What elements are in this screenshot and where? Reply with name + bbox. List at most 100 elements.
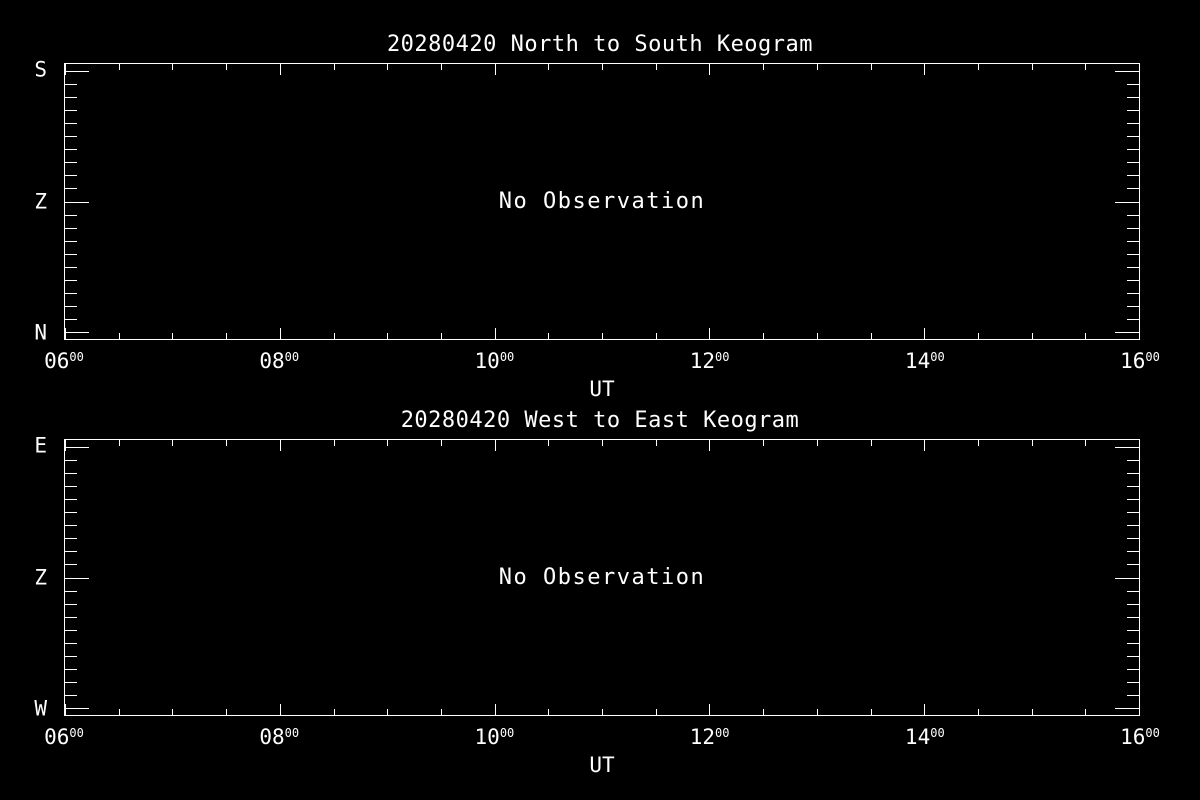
y-minor-tick xyxy=(65,603,77,605)
y-major-tick xyxy=(1115,71,1139,72)
x-major-tick xyxy=(279,328,281,339)
y-minor-tick xyxy=(65,318,77,320)
x-major-tick xyxy=(924,328,926,339)
y-minor-tick xyxy=(1127,551,1139,553)
x-major-tick xyxy=(1139,440,1140,451)
y-minor-tick xyxy=(65,123,77,125)
x-major-tick xyxy=(924,704,926,715)
x-minor-tick xyxy=(548,333,550,339)
y-minor-tick xyxy=(1127,123,1139,125)
x-minor-tick xyxy=(816,333,818,339)
y-minor-tick xyxy=(1127,525,1139,527)
y-major-tick xyxy=(1115,332,1139,333)
x-tick-label: 1400 xyxy=(905,725,945,749)
y-major-tick xyxy=(65,577,89,579)
x-minor-tick xyxy=(1031,440,1033,446)
x-minor-tick xyxy=(333,709,335,715)
x-minor-tick xyxy=(655,333,657,339)
x-minor-tick xyxy=(1085,440,1087,446)
x-tick-label-hour: 10 xyxy=(474,725,500,749)
y-minor-tick xyxy=(65,162,77,164)
y-minor-tick xyxy=(65,486,77,488)
y-major-tick xyxy=(65,71,89,72)
y-minor-tick xyxy=(65,629,77,631)
x-minor-tick xyxy=(172,709,174,715)
x-minor-tick xyxy=(1085,333,1087,339)
y-tick-label: S xyxy=(34,57,47,82)
x-major-tick xyxy=(494,440,496,451)
x-minor-tick xyxy=(870,64,872,70)
x-minor-tick xyxy=(655,440,657,446)
y-minor-tick xyxy=(65,136,77,138)
x-tick-label-minutes: 00 xyxy=(1145,350,1160,364)
y-minor-tick xyxy=(65,668,77,670)
x-tick-label: 1000 xyxy=(475,349,515,373)
y-minor-tick xyxy=(65,564,77,566)
y-minor-tick xyxy=(65,279,77,281)
y-minor-tick xyxy=(65,512,77,514)
y-major-tick xyxy=(1115,577,1139,579)
y-minor-tick xyxy=(65,590,77,592)
x-minor-tick xyxy=(548,64,550,70)
y-major-tick xyxy=(65,201,89,203)
y-minor-tick xyxy=(65,694,77,696)
x-tick-label: 0800 xyxy=(259,725,299,749)
y-minor-tick xyxy=(65,253,77,255)
x-minor-tick xyxy=(548,709,550,715)
west-east-keogram-plot: 20280420 West to East Keogram No Observa… xyxy=(0,376,1200,777)
x-tick-label-hour: 16 xyxy=(1120,725,1146,749)
x-minor-tick xyxy=(816,440,818,446)
y-major-tick xyxy=(65,447,89,448)
y-minor-tick xyxy=(1127,136,1139,138)
x-tick-label: 0600 xyxy=(44,725,84,749)
y-minor-tick xyxy=(1127,253,1139,255)
y-minor-tick xyxy=(65,227,77,229)
x-minor-tick xyxy=(226,333,228,339)
x-major-tick xyxy=(279,704,281,715)
x-major-tick xyxy=(494,328,496,339)
x-minor-tick xyxy=(1031,64,1033,70)
y-minor-tick xyxy=(1127,84,1139,86)
no-observation-text: No Observation xyxy=(498,189,706,214)
y-minor-tick xyxy=(1127,616,1139,618)
x-minor-tick xyxy=(602,333,603,339)
x-tick-label-hour: 12 xyxy=(689,725,716,749)
x-minor-tick xyxy=(977,440,979,446)
x-tick-label: 0800 xyxy=(259,349,299,373)
x-major-tick xyxy=(709,704,711,715)
x-tick-label-minutes: 00 xyxy=(930,726,945,740)
x-minor-tick xyxy=(870,440,872,446)
x-axis-tick-labels: 0600 0800 1000 1200 1400 1600 xyxy=(44,725,1160,753)
plot-title: 20280420 West to East Keogram xyxy=(400,408,800,433)
x-minor-tick xyxy=(816,709,818,715)
x-minor-tick xyxy=(118,333,120,339)
x-minor-tick xyxy=(118,440,120,446)
x-minor-tick xyxy=(172,440,174,446)
y-minor-tick xyxy=(1127,668,1139,670)
x-minor-tick xyxy=(548,440,550,446)
x-minor-tick xyxy=(172,64,174,70)
y-minor-tick xyxy=(65,305,77,307)
y-minor-tick xyxy=(65,188,77,190)
y-minor-tick xyxy=(65,681,77,683)
y-minor-tick xyxy=(1127,486,1139,488)
x-tick-label-hour: 08 xyxy=(259,349,285,373)
y-major-tick xyxy=(1115,447,1139,448)
y-minor-tick xyxy=(65,642,77,644)
x-minor-tick xyxy=(655,64,657,70)
x-major-tick xyxy=(65,440,66,451)
y-minor-tick xyxy=(1127,655,1139,657)
x-major-tick xyxy=(1139,704,1140,715)
x-minor-tick xyxy=(1031,709,1033,715)
x-minor-tick xyxy=(387,440,389,446)
x-minor-tick xyxy=(333,440,335,446)
x-major-tick xyxy=(709,328,711,339)
y-minor-tick xyxy=(65,616,77,618)
y-minor-tick xyxy=(65,460,77,462)
x-tick-label-minutes: 00 xyxy=(715,726,730,740)
x-minor-tick xyxy=(118,709,120,715)
y-minor-tick xyxy=(65,240,77,242)
x-minor-tick xyxy=(977,709,979,715)
x-minor-tick xyxy=(655,709,657,715)
x-minor-tick xyxy=(870,333,872,339)
